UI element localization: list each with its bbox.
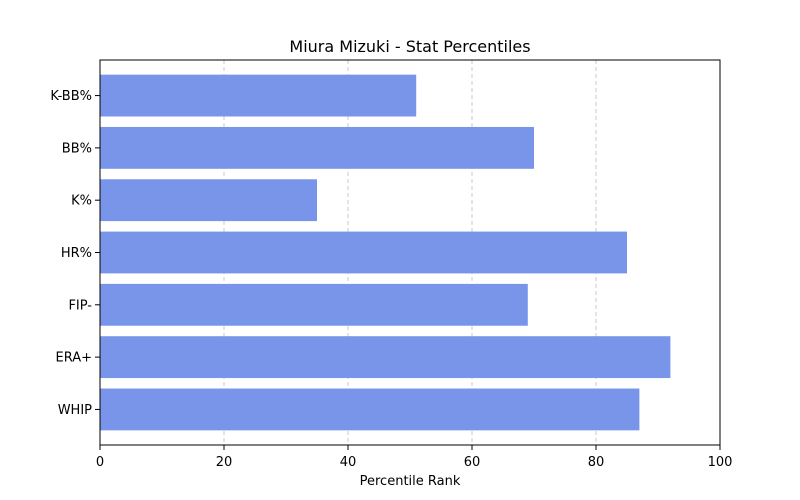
bar [100, 179, 317, 222]
bar [100, 283, 528, 326]
y-tick-label: HR% [61, 246, 92, 261]
x-tick-label: 40 [340, 455, 357, 470]
bar [100, 126, 534, 169]
bar [100, 388, 640, 431]
x-tick-label: 100 [708, 455, 733, 470]
y-tick-label: BB% [62, 141, 92, 156]
bar [100, 336, 671, 379]
y-tick-label: WHIP [58, 403, 92, 418]
y-tick-label: ERA+ [55, 351, 92, 366]
chart-title: Miura Mizuki - Stat Percentiles [289, 37, 530, 56]
x-tick-label: 0 [96, 455, 104, 470]
x-tick-label: 80 [588, 455, 605, 470]
bar [100, 231, 627, 274]
y-tick-label: FIP- [68, 298, 92, 313]
x-tick-label: 60 [464, 455, 481, 470]
bar [100, 74, 417, 117]
x-tick-label: 20 [216, 455, 233, 470]
y-axis: K-BB% BB% K% HR% FIP- ERA+ WHIP [50, 89, 100, 418]
x-axis: 0 20 40 60 80 100 [96, 445, 733, 470]
bars [100, 74, 671, 431]
y-tick-label: K-BB% [50, 89, 92, 104]
x-axis-label: Percentile Rank [360, 474, 461, 489]
y-tick-label: K% [71, 194, 92, 209]
